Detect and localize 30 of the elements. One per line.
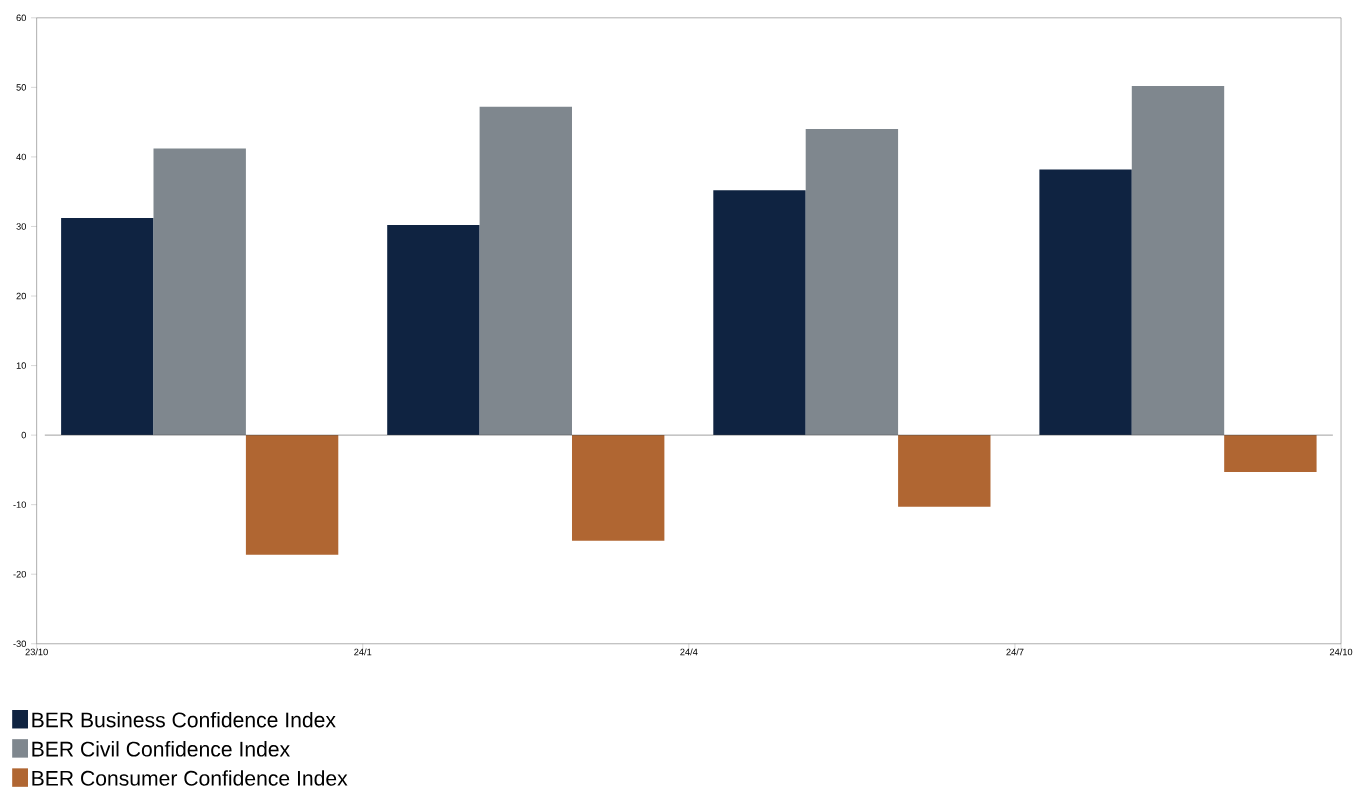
bar xyxy=(61,218,154,436)
legend-label: BER Consumer Confidence Index xyxy=(32,770,348,786)
y-tick-label: 0 xyxy=(21,431,26,439)
legend-label: BER Civil Confidence Index xyxy=(32,741,290,757)
bar xyxy=(805,129,899,436)
y-tick-label: -30 xyxy=(13,640,26,647)
legend-label: BER Business Confidence Index xyxy=(32,711,336,728)
bar xyxy=(713,190,806,436)
bar xyxy=(387,225,480,436)
text: 24/1 xyxy=(354,648,372,656)
y-tick-label: -20 xyxy=(13,570,26,578)
bar xyxy=(1224,435,1317,472)
bar xyxy=(1131,85,1225,436)
bar xyxy=(1039,169,1132,436)
text: 24/7 xyxy=(1006,648,1024,656)
y-tick-label: -10 xyxy=(13,501,26,508)
text: 24/10 xyxy=(1329,648,1353,656)
y-tick-label: 20 xyxy=(16,292,26,300)
y-tick-label: 50 xyxy=(16,84,26,91)
bar xyxy=(571,435,665,541)
bar xyxy=(153,148,246,436)
text: 24/4 xyxy=(680,648,698,656)
bar xyxy=(898,435,991,507)
y-tick-label: 60 xyxy=(16,14,26,22)
bar xyxy=(245,435,339,555)
bar xyxy=(479,106,572,436)
y-tick-label: 40 xyxy=(16,153,26,161)
y-tick-label: 30 xyxy=(16,223,26,230)
y-tick-label: 10 xyxy=(16,362,26,369)
text: 23/10 xyxy=(25,648,48,656)
